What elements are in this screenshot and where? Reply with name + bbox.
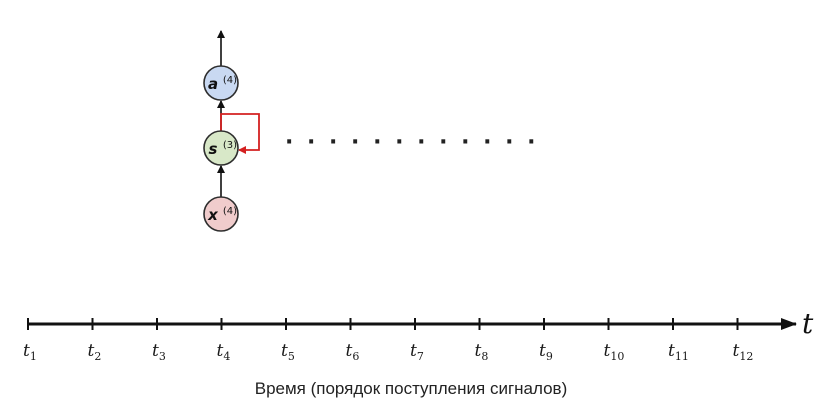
state-superscript: (3)	[223, 140, 237, 151]
input-node-x: x (4)	[203, 196, 239, 232]
time-axis-variable: t	[802, 307, 814, 340]
tick-label-11: t11	[668, 341, 689, 363]
time-axis-caption: Время (порядок поступления сигналов)	[255, 379, 568, 398]
tick-label-4: t4	[217, 341, 231, 363]
tick-label-5: t5	[281, 341, 295, 363]
output-node-a: a (4)	[203, 65, 239, 101]
tick-label-12: t12	[733, 341, 754, 363]
time-axis-ticks: t1 t2 t3 t4 t5 t6 t7 t8 t9 t10 t11 t12	[23, 318, 753, 363]
tick-label-1: t1	[23, 341, 37, 363]
svg-text:a: a	[208, 75, 218, 93]
state-node-s: s (3)	[203, 130, 239, 166]
output-superscript: (4)	[223, 75, 237, 86]
tick-label-7: t7	[410, 341, 424, 363]
recurrent-loop-arrow	[220, 113, 260, 154]
output-symbol: a	[208, 75, 218, 93]
input-superscript: (4)	[223, 206, 237, 217]
tick-label-6: t6	[346, 341, 360, 363]
tick-label-2: t2	[88, 341, 102, 363]
tick-label-9: t9	[539, 341, 553, 363]
tick-label-8: t8	[475, 341, 489, 363]
state-symbol: s	[209, 140, 218, 158]
tick-label-3: t3	[152, 341, 166, 363]
input-symbol: x	[207, 206, 219, 224]
tick-label-10: t10	[604, 341, 625, 363]
continuation-ellipsis: · · · · · · · · · · · ·	[285, 130, 539, 155]
